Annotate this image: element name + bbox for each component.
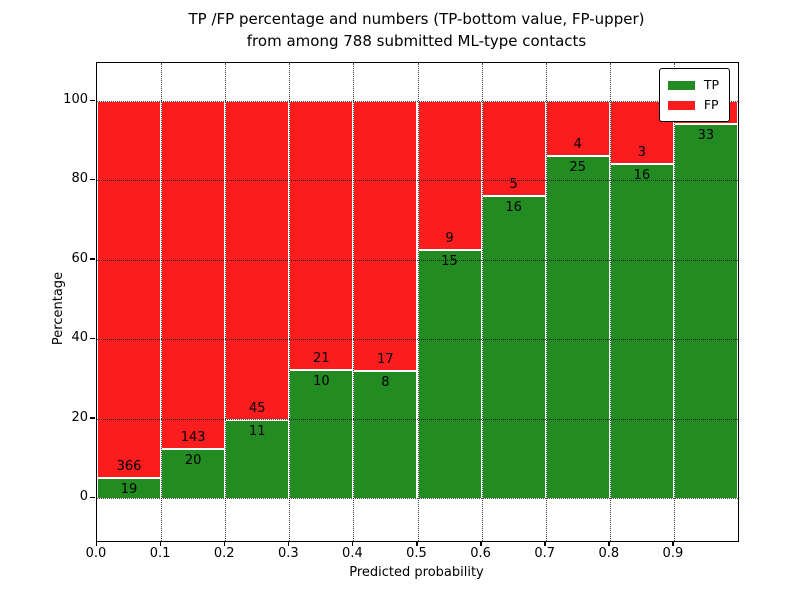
x-tick-mark [672,541,674,546]
gridline-vertical [353,63,355,541]
gridline-horizontal [97,418,738,420]
bar-segment-tp [161,449,226,498]
y-tick-mark [90,417,95,419]
bar-segment-tp [673,123,738,498]
x-tick-mark [544,541,546,546]
x-tick-label: 0.9 [662,546,684,561]
bar-segment-tp [289,369,354,498]
x-tick-mark [416,541,418,546]
y-tick-mark [90,258,95,260]
x-axis-label: Predicted probability [349,565,484,580]
x-tick-label: 0.4 [342,546,363,561]
bar-count-label-fp: 9 [445,230,454,246]
y-tick-label: 60 [71,250,88,266]
x-tick-label: 0.8 [598,546,620,561]
bar-count-label-tp: 8 [381,374,390,390]
bar-count-label-tp: 19 [120,482,138,498]
x-tick-label: 0.7 [534,546,556,561]
bar-segment-fp [353,101,418,371]
x-tick-label: 0.2 [213,546,235,561]
legend-entry: TP [667,75,719,95]
gridline-vertical [481,63,483,541]
gridline-horizontal [97,101,738,102]
y-tick-label: 80 [71,171,88,187]
y-tick-mark [90,337,95,340]
bar-count-label-tp: 25 [569,159,586,175]
gridline-vertical [545,63,547,541]
bar-segment-tp [545,155,610,498]
bar-segment-tp [609,163,674,498]
legend-entry: FP [667,95,719,115]
legend-entry-label: TP [703,77,719,92]
x-tick-label: 0.3 [277,546,299,561]
chart-title-line1: TP /FP percentage and numbers (TP-bottom… [188,10,645,28]
x-tick-mark [480,541,482,546]
fp-legend-swatch [667,100,695,110]
bar-count-label-tp: 15 [441,253,458,269]
y-tick-mark [90,496,95,498]
y-tick-label: 20 [71,409,88,425]
gridline-vertical [673,63,675,541]
bar-count-label-fp: 21 [313,350,330,366]
bar-count-label-fp: 143 [180,430,206,446]
gridline-horizontal [97,259,738,261]
bar-count-label-tp: 10 [313,373,330,389]
bar-segment-fp [289,101,354,370]
tp-legend-swatch [667,80,695,90]
bar-count-label-tp: 33 [697,127,715,143]
bar-count-label-tp: 11 [248,424,266,440]
x-tick-label: 0.1 [149,546,171,561]
x-tick-mark [351,541,354,546]
gridline-horizontal [97,180,738,182]
gridline-vertical [161,63,163,541]
x-tick-mark [223,541,226,546]
x-tick-mark [159,541,162,546]
y-tick-label: 100 [63,92,88,107]
gridline-vertical [225,63,227,541]
gridline-horizontal [97,339,738,341]
x-tick-label: 0.5 [406,546,427,561]
bar-count-label-fp: 3 [637,144,646,160]
bar-count-label-tp: 20 [184,453,202,469]
y-tick-mark [90,178,95,181]
bar-segment-fp [97,101,162,479]
legend: TP FP [658,68,730,122]
chart-title-line2: from among 788 submitted ML-type contact… [246,32,587,50]
gridline-vertical [289,63,291,541]
y-tick-mark [90,99,95,101]
legend-entry-label: FP [703,97,719,112]
bar-count-label-fp: 366 [116,459,142,475]
x-tick-mark [95,541,97,546]
bar-count-label-fp: 4 [573,136,582,152]
gridline-horizontal [97,498,738,499]
bar-count-label-fp: 5 [509,176,518,192]
gridline-vertical [609,63,611,541]
x-tick-mark [287,541,290,546]
x-tick-mark [608,541,610,546]
bar-segment-tp [417,249,482,498]
bar-count-label-tp: 16 [505,199,522,215]
bar-segment-fp [161,101,226,450]
bar-segment-tp [97,478,162,498]
y-tick-label: 0 [79,489,88,504]
bar-count-label-tp: 16 [633,167,651,183]
bar-count-label-fp: 17 [377,351,394,367]
gridline-vertical [417,63,419,541]
y-tick-label: 40 [71,330,88,346]
x-tick-label: 0.0 [85,546,107,561]
bar-count-label-fp: 45 [248,401,266,417]
bar-segment-tp [481,195,546,498]
bar-segment-tp [225,420,290,498]
x-tick-label: 0.6 [470,546,491,561]
bar-segment-fp [417,101,482,250]
